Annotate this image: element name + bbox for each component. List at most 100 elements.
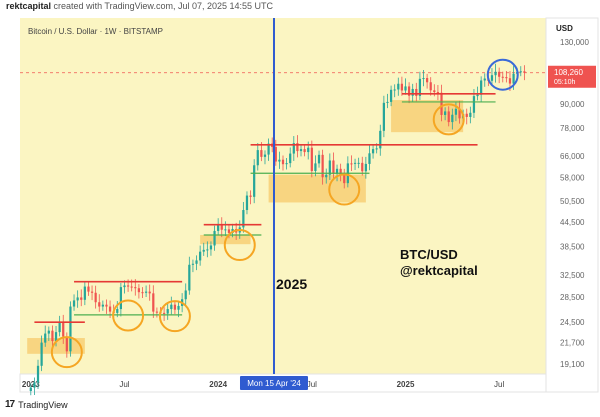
candle	[444, 111, 447, 115]
y-tick-label: 19,100	[560, 360, 585, 369]
candle	[454, 108, 458, 115]
range-zone	[268, 174, 366, 203]
candle	[213, 230, 216, 246]
candle	[29, 387, 32, 391]
highlight-circle	[328, 173, 361, 206]
candle	[498, 71, 501, 77]
candle	[51, 330, 54, 342]
header-text: created with TradingView.com, Jul 07, 20…	[53, 1, 274, 11]
candle	[281, 159, 285, 165]
candle	[249, 195, 252, 197]
candle	[101, 304, 104, 307]
candle	[209, 245, 213, 250]
candle	[433, 90, 436, 93]
candle	[260, 150, 263, 157]
chart-title: Bitcoin / U.S. Dollar · 1W · BITSTAMP	[28, 27, 163, 36]
candle	[83, 286, 86, 300]
candle	[357, 162, 360, 164]
candle	[69, 306, 72, 352]
candle	[375, 148, 378, 150]
candle	[105, 304, 108, 307]
candle	[184, 290, 187, 300]
candle	[436, 92, 440, 94]
candle	[321, 154, 324, 178]
candle	[400, 83, 404, 91]
candle	[368, 153, 371, 164]
crosshair-label-bg	[239, 376, 308, 390]
highlight-circle	[432, 103, 465, 136]
candle	[152, 293, 155, 312]
candle	[447, 111, 450, 123]
candle	[335, 168, 339, 174]
candle	[490, 75, 494, 81]
candle	[108, 306, 112, 312]
candle	[62, 322, 65, 337]
candle	[371, 149, 375, 154]
candle	[339, 168, 342, 175]
candle	[508, 78, 512, 84]
last-price-label: 108,260	[554, 68, 583, 77]
candle	[44, 333, 47, 343]
candle	[343, 174, 346, 184]
y-tick-label: 58,000	[560, 174, 585, 183]
candle	[310, 147, 313, 172]
candle	[519, 71, 522, 73]
candle	[144, 291, 148, 293]
candle	[94, 292, 97, 303]
highlight-circle-blue	[486, 58, 519, 91]
candle	[253, 165, 256, 197]
candle	[303, 149, 306, 153]
candle	[141, 292, 144, 294]
candle	[195, 260, 198, 264]
candle	[40, 342, 43, 366]
candle	[418, 78, 422, 96]
candle	[382, 102, 385, 131]
x-tick-label: 2025	[397, 380, 415, 389]
currency-label: USD	[556, 24, 573, 33]
candle	[328, 160, 331, 175]
candle	[501, 76, 504, 78]
candle	[314, 163, 317, 172]
candle	[206, 249, 209, 251]
y-tick-label: 90,000	[560, 100, 585, 109]
candle	[386, 101, 389, 103]
last-price-countdown: 05:10h	[554, 79, 576, 86]
chart-header: rektcapital created with TradingView.com…	[6, 1, 273, 11]
candle	[188, 264, 191, 291]
candle	[379, 130, 382, 149]
candle	[227, 229, 231, 233]
y-tick-label: 32,500	[560, 271, 585, 280]
candle	[292, 143, 295, 154]
candle	[80, 297, 83, 300]
highlight-circle	[223, 229, 256, 262]
candle	[173, 304, 177, 310]
y-tick-label: 66,000	[560, 152, 585, 161]
candle	[465, 113, 468, 117]
candle	[505, 77, 508, 79]
candle	[90, 291, 94, 293]
candle	[155, 311, 159, 313]
candle	[126, 285, 130, 287]
y-tick-label: 44,500	[560, 218, 585, 227]
tradingview-brand: TradingView	[18, 399, 68, 410]
candle	[47, 330, 50, 334]
last-price-tag	[548, 65, 596, 88]
candle	[217, 224, 220, 231]
candle	[33, 382, 36, 388]
candle	[65, 336, 68, 352]
y-tick-label: 38,500	[560, 242, 585, 251]
candle	[469, 112, 472, 117]
annotation-handle: @rektcapital	[400, 263, 478, 278]
candle	[425, 78, 429, 83]
candle	[494, 71, 497, 76]
candle	[350, 163, 353, 165]
candle	[353, 162, 357, 164]
y-tick-label: 28,500	[560, 293, 585, 302]
candle	[364, 163, 367, 172]
candle	[191, 263, 195, 265]
candle	[87, 286, 90, 292]
candle	[483, 78, 486, 81]
candle	[267, 143, 270, 155]
candle	[58, 322, 61, 333]
